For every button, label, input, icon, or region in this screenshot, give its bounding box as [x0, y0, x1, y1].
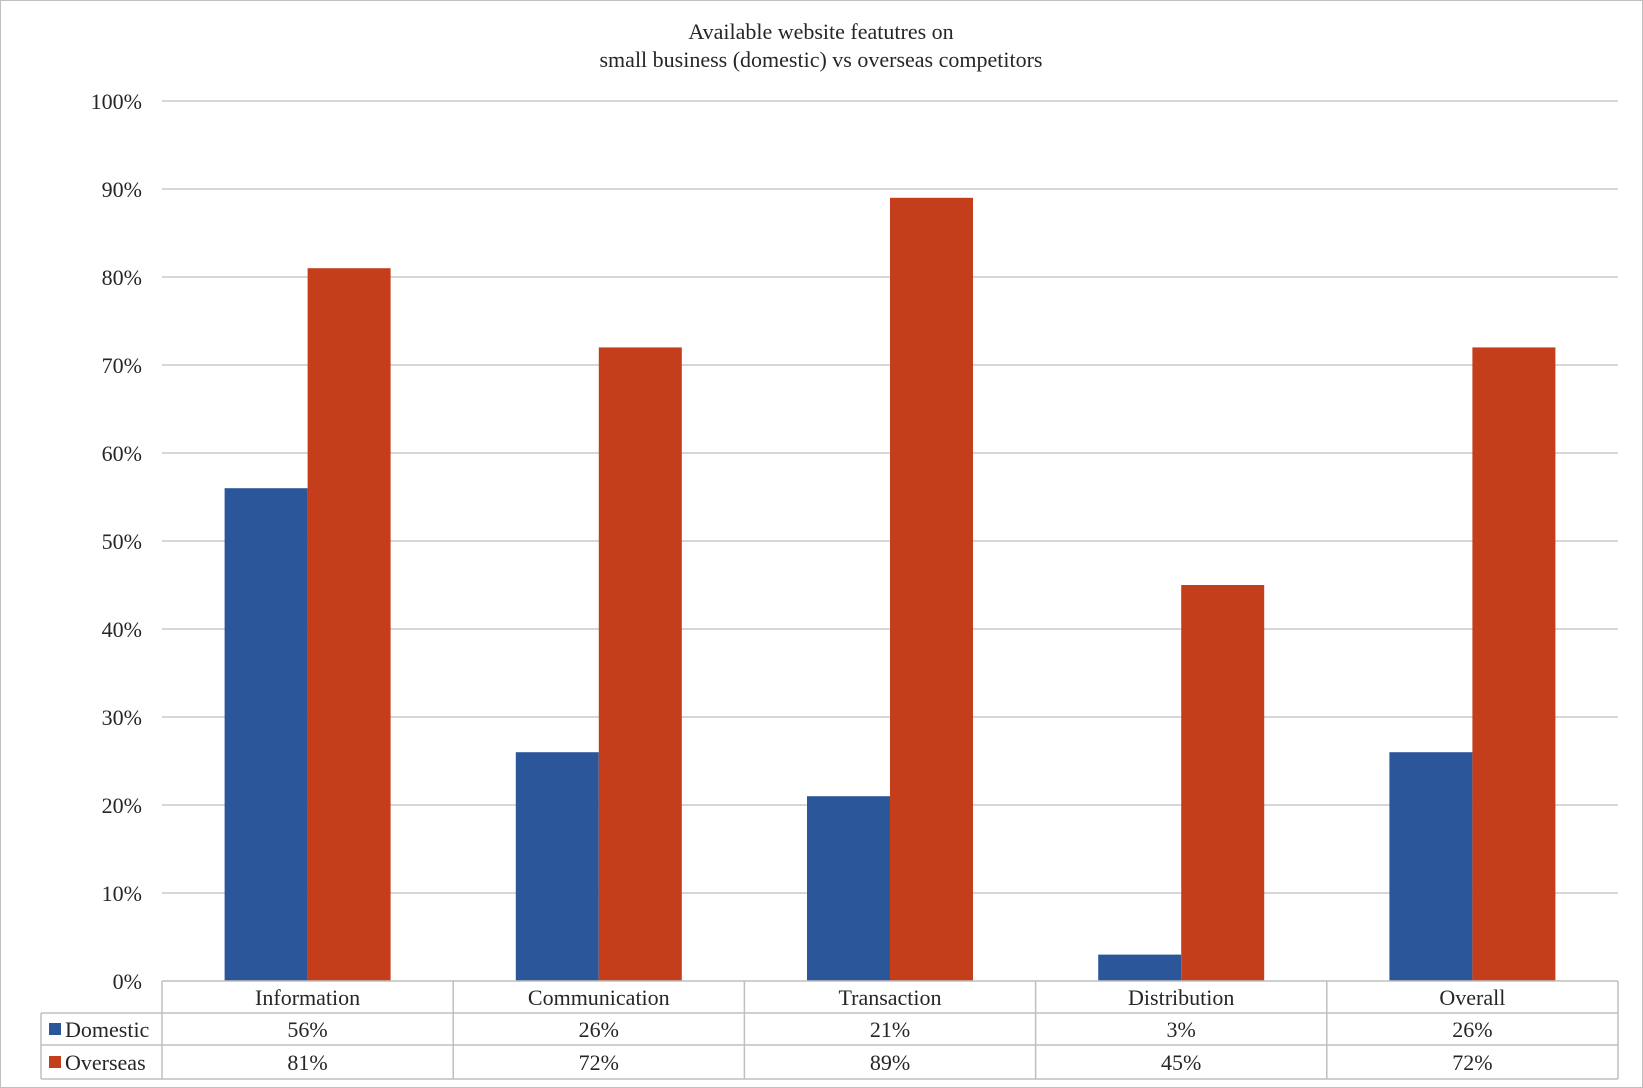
y-tick-label: 60% — [102, 441, 142, 466]
data-label: 81% — [287, 1050, 327, 1075]
chart-title-line-1: Available website featutres on — [688, 19, 953, 44]
legend-label-overseas: Overseas — [65, 1050, 146, 1075]
y-tick-label: 20% — [102, 793, 142, 818]
data-label: 26% — [1452, 1017, 1492, 1042]
bar-domestic-communication — [515, 752, 599, 981]
bar-domestic-overall — [1389, 752, 1473, 981]
legend-label-domestic: Domestic — [65, 1017, 150, 1042]
y-tick-label: 90% — [102, 177, 142, 202]
bar-overseas-overall — [1472, 347, 1556, 981]
x-tick-label: Communication — [528, 985, 670, 1010]
bar-overseas-information — [307, 268, 391, 981]
legend-key-domestic — [49, 1023, 61, 1035]
x-tick-label: Overall — [1439, 985, 1505, 1010]
x-tick-label: Transaction — [838, 985, 941, 1010]
y-tick-label: 50% — [102, 529, 142, 554]
y-tick-label: 100% — [91, 89, 142, 114]
x-tick-label: Distribution — [1128, 985, 1234, 1010]
bar-overseas-transaction — [890, 197, 973, 982]
data-table: Information Communication Transaction Distr… — [40, 980, 1619, 1080]
y-tick-label: 10% — [102, 881, 142, 906]
y-tick-label: 40% — [102, 617, 142, 642]
chart-title-line-2: small business (domestic) vs overseas co… — [600, 47, 1043, 72]
bars — [224, 197, 1556, 982]
bar-overseas-distribution — [1181, 585, 1265, 981]
legend-key-overseas — [49, 1056, 61, 1068]
x-tick-label: Information — [255, 985, 360, 1010]
data-label: 26% — [579, 1017, 619, 1042]
data-label: 89% — [870, 1050, 910, 1075]
data-label: 3% — [1167, 1017, 1196, 1042]
data-label: 72% — [579, 1050, 619, 1075]
y-tick-label: 30% — [102, 705, 142, 730]
bar-domestic-transaction — [807, 796, 890, 981]
bar-overseas-communication — [598, 347, 682, 981]
data-label: 21% — [870, 1017, 910, 1042]
data-label: 56% — [287, 1017, 327, 1042]
data-label: 45% — [1161, 1050, 1201, 1075]
y-tick-label: 80% — [102, 265, 142, 290]
data-label: 72% — [1452, 1050, 1492, 1075]
y-axis-tick-labels: 0% 10% 20% 30% 40% 50% 60% 70% 80% 90% 100% — [91, 89, 142, 994]
bar-domestic-distribution — [1098, 954, 1182, 981]
bar-domestic-information — [224, 488, 308, 981]
y-tick-label: 70% — [102, 353, 142, 378]
y-tick-label: 0% — [113, 969, 142, 994]
